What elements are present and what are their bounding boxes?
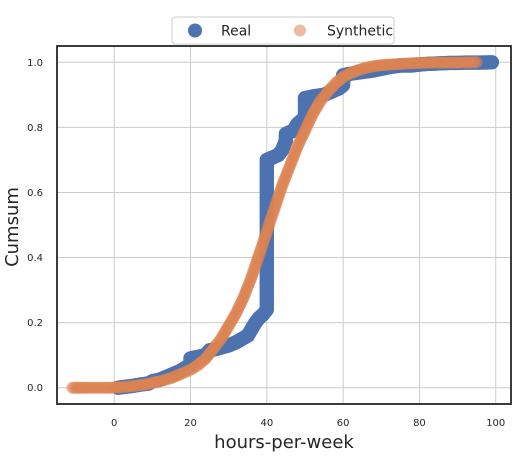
x-tick-label: 60 [337, 418, 350, 429]
y-tick-label: 0.0 [27, 383, 43, 394]
series-real [110, 55, 500, 395]
x-tick-label: 20 [184, 418, 197, 429]
series-synthetic [66, 56, 483, 394]
x-tick-label: 100 [486, 418, 505, 429]
legend-label-synthetic: Synthetic [327, 24, 393, 40]
x-tick-label: 0 [111, 418, 117, 429]
tick-labels: 0 20 40 60 80 100 0.0 0.2 0.4 0.6 0.8 1.0 [27, 58, 505, 429]
legend-marker-synthetic [294, 24, 306, 37]
y-tick-label: 0.8 [27, 123, 43, 134]
x-tick-label: 80 [413, 418, 426, 429]
legend-label-real: Real [221, 24, 251, 40]
legend-marker-real [188, 23, 202, 38]
y-axis-label: Cumsum [2, 187, 23, 267]
grid-lines [57, 46, 511, 404]
y-tick-label: 0.6 [27, 188, 43, 199]
legend: Real Synthetic [171, 16, 395, 45]
synthetic-point [470, 56, 483, 69]
real-point [484, 55, 500, 70]
y-tick-label: 1.0 [27, 58, 43, 69]
x-axis-label: hours-per-week [214, 432, 354, 453]
y-tick-label: 0.4 [27, 253, 43, 264]
x-tick-label: 40 [260, 418, 273, 429]
plot-frame [56, 45, 512, 405]
y-tick-label: 0.2 [27, 318, 43, 329]
legend-box [171, 16, 395, 45]
